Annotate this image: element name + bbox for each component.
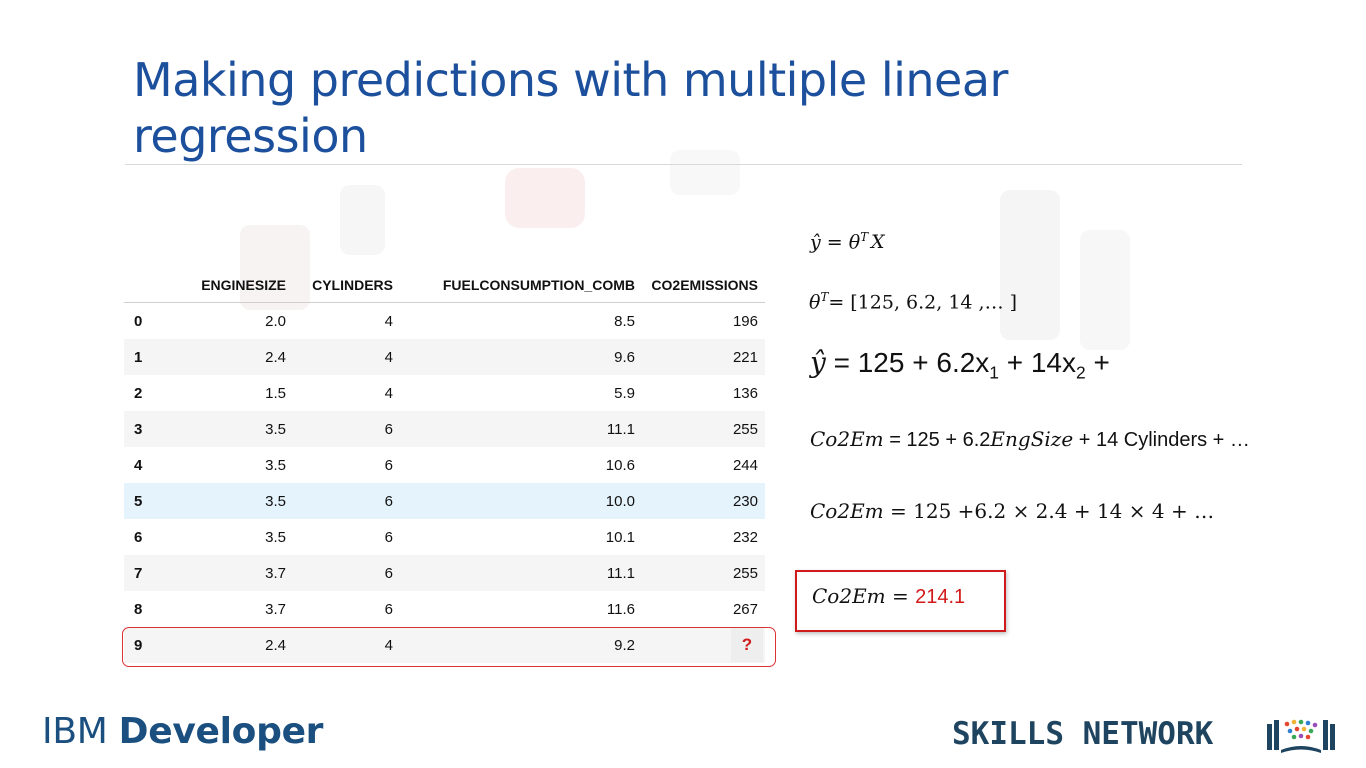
cell-co2emissions: 221: [642, 339, 765, 375]
watermark-shape: [670, 150, 740, 195]
cell-fuelconsumption: 9.2: [400, 627, 642, 663]
equation-theta-values: θT= [125, 6.2, 14 ,… ]: [809, 290, 1018, 314]
cell-co2emissions: 136: [732, 384, 758, 402]
table-row: 4 3.5 6 10.6 244: [124, 447, 765, 483]
table-row: 9 2.4 4 9.2?: [124, 627, 765, 663]
cell-co2emissions: ?: [642, 627, 765, 663]
row-index: 1: [124, 339, 161, 375]
table-row: 2 1.5 4 5.9 136: [124, 375, 765, 411]
title-divider: [125, 164, 1242, 165]
cell-cylinders: 6: [293, 411, 400, 447]
cell-enginesize: 2.4: [161, 627, 293, 663]
cell-fuelconsumption: 5.9: [614, 384, 635, 402]
cell-cylinders: 4: [384, 384, 393, 402]
unknown-value-marker: ?: [731, 628, 763, 662]
cell-fuelconsumption: 11.6: [606, 600, 635, 618]
cell-cylinders: 4: [293, 627, 400, 663]
watermark-shape: [505, 168, 585, 228]
cell-cylinders: 4: [293, 339, 400, 375]
watermark-shape: [340, 185, 385, 255]
table-row: 0 2.0 4 8.5 196: [124, 303, 765, 340]
table-row: 8 3.7 6 11.6 267: [124, 591, 765, 627]
equation-yhat-expanded: ŷ = 125 + 6.2x1 + 14x2 +: [810, 346, 1110, 383]
equation-co2em-features: Co2Em = 125 + 6.2EngSize + 14 Cylinders …: [810, 427, 1250, 451]
cell-cylinders: 6: [384, 456, 393, 474]
slide-title: Making predictions with multiple linear …: [133, 53, 1008, 163]
cell-enginesize: 1.5: [265, 384, 286, 402]
cell-co2emissions: 244: [732, 456, 758, 474]
cell-cylinders: 4: [384, 312, 393, 330]
cell-cylinders: 6: [293, 555, 400, 591]
row-index: 6: [134, 528, 143, 546]
column-header-enginesize: ENGINESIZE: [161, 268, 293, 303]
cell-enginesize: 3.5: [265, 528, 286, 546]
cell-cylinders: 6: [384, 600, 393, 618]
cell-fuelconsumption: 11.1: [400, 555, 642, 591]
equation-yhat-theta-x: ŷ = θT X: [810, 230, 885, 254]
cell-cylinders: 6: [384, 528, 393, 546]
data-table: ENGINESIZE CYLINDERS FUELCONSUMPTION_COM…: [124, 268, 765, 663]
cell-fuelconsumption: 8.5: [614, 312, 635, 330]
cell-co2emissions: 255: [642, 411, 765, 447]
row-index: 7: [124, 555, 161, 591]
cell-enginesize: 2.4: [161, 339, 293, 375]
row-index: 8: [134, 600, 143, 618]
cell-fuelconsumption: 9.6: [400, 339, 642, 375]
books-icon: [1267, 719, 1335, 753]
equation-co2em-substituted: Co2Em = 125 +6.2 × 2.4 + 14 × 4 + …: [810, 499, 1215, 523]
row-index: 0: [134, 312, 143, 330]
cell-enginesize: 3.5: [265, 456, 286, 474]
skills-network-logo-text: SKILLS NETWORK: [952, 716, 1214, 752]
row-index: 4: [134, 456, 143, 474]
cell-co2emissions: 230: [642, 483, 765, 519]
column-header-fuelconsumption: FUELCONSUMPTION_COMB: [400, 268, 642, 303]
column-header-index: [124, 268, 161, 303]
row-index: 3: [124, 411, 161, 447]
watermark-shape: [1000, 190, 1060, 340]
column-header-cylinders: CYLINDERS: [293, 268, 400, 303]
cell-fuelconsumption: 10.0: [400, 483, 642, 519]
cell-co2emissions: 267: [732, 600, 758, 618]
table-body: 0 2.0 4 8.5 196 1 2.4 4 9.6 221 2 1.5 4 5.9 136 3 3.5 6 11…: [124, 303, 765, 663]
cell-fuelconsumption: 10.6: [605, 456, 635, 474]
watermark-shape: [1080, 230, 1130, 350]
row-index: 9: [124, 627, 161, 663]
cell-enginesize: 2.0: [265, 312, 286, 330]
table-header-row: ENGINESIZE CYLINDERS FUELCONSUMPTION_COM…: [124, 268, 765, 303]
table-row: 1 2.4 4 9.6 221: [124, 339, 765, 375]
cell-enginesize: 3.7: [161, 555, 293, 591]
ibm-developer-logo: IBM Developer: [42, 711, 324, 752]
table-row: 5 3.5 6 10.0 230: [124, 483, 765, 519]
cell-enginesize: 3.7: [265, 600, 286, 618]
cell-co2emissions: 255: [642, 555, 765, 591]
cell-co2emissions: 232: [732, 528, 758, 546]
result-box: [795, 570, 1006, 632]
row-index: 2: [134, 384, 143, 402]
cell-enginesize: 3.5: [161, 411, 293, 447]
cell-cylinders: 6: [293, 483, 400, 519]
cell-fuelconsumption: 11.1: [400, 411, 642, 447]
table-row: 3 3.5 6 11.1 255: [124, 411, 765, 447]
cell-co2emissions: 196: [732, 312, 758, 330]
query-row-highlight: [122, 627, 776, 667]
table-row: 6 3.5 6 10.1 232: [124, 519, 765, 555]
row-index: 5: [124, 483, 161, 519]
table-row: 7 3.7 6 11.1 255: [124, 555, 765, 591]
column-header-co2emissions: CO2EMISSIONS: [642, 268, 765, 303]
predicted-value: 214.1: [915, 586, 966, 608]
cell-enginesize: 3.5: [161, 483, 293, 519]
cell-fuelconsumption: 10.1: [605, 528, 635, 546]
equation-co2em-result: Co2Em = 214.1: [812, 584, 966, 608]
